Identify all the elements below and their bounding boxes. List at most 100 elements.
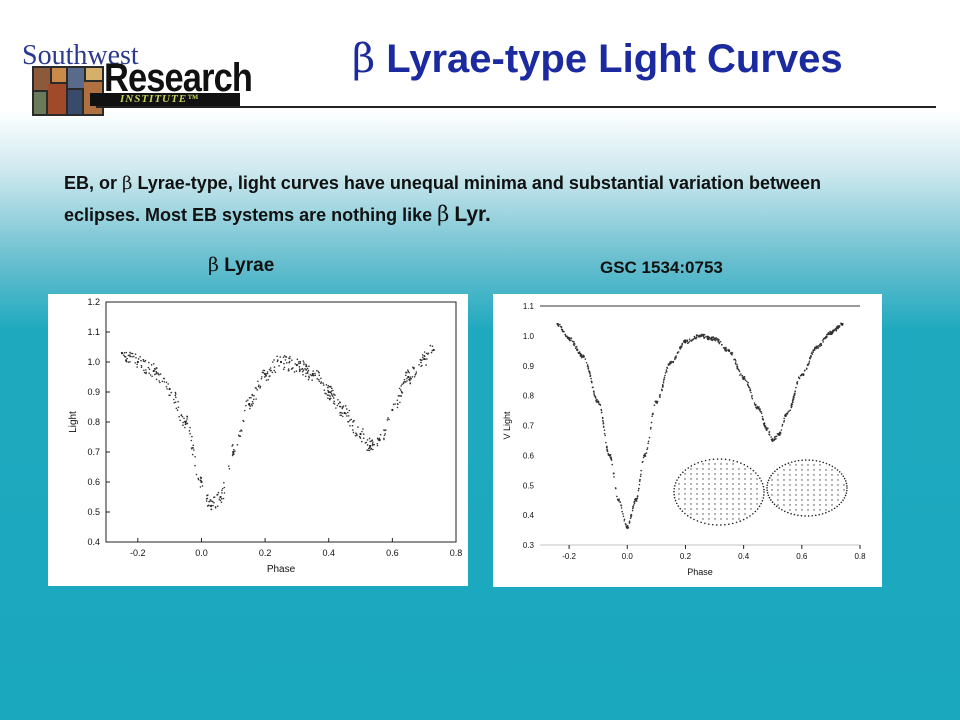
data-point bbox=[223, 492, 226, 494]
data-point bbox=[626, 524, 629, 527]
data-point bbox=[838, 326, 840, 328]
data-point bbox=[421, 356, 424, 359]
star-surface-point bbox=[777, 474, 779, 476]
star-surface-point bbox=[831, 504, 833, 506]
data-point bbox=[654, 400, 657, 403]
data-point bbox=[356, 434, 358, 437]
data-point bbox=[311, 372, 314, 376]
data-point bbox=[618, 500, 620, 502]
data-point bbox=[327, 389, 329, 392]
data-point bbox=[199, 486, 202, 488]
star-surface-point bbox=[783, 469, 785, 471]
data-point bbox=[770, 436, 772, 438]
data-point bbox=[574, 347, 577, 349]
data-point bbox=[561, 330, 564, 333]
data-point bbox=[795, 386, 797, 389]
data-point bbox=[242, 420, 245, 423]
star-surface-point bbox=[750, 488, 752, 490]
primary-star-shape bbox=[673, 458, 765, 526]
star-surface-point bbox=[789, 494, 791, 496]
data-point bbox=[592, 390, 595, 392]
star-surface-point bbox=[797, 514, 799, 517]
data-point bbox=[268, 368, 271, 371]
data-point bbox=[175, 396, 177, 399]
data-point bbox=[637, 489, 640, 492]
data-point bbox=[412, 367, 415, 370]
data-point bbox=[222, 497, 225, 500]
data-point bbox=[623, 518, 626, 521]
star-surface-point bbox=[739, 520, 742, 522]
data-point bbox=[636, 497, 639, 500]
data-point bbox=[131, 356, 133, 358]
data-point bbox=[263, 369, 266, 372]
data-point bbox=[386, 419, 389, 421]
data-point bbox=[329, 395, 331, 397]
data-point bbox=[330, 390, 333, 392]
data-point bbox=[813, 349, 816, 351]
data-point bbox=[647, 440, 650, 443]
data-point bbox=[354, 434, 357, 437]
caption-beta-symbol: β bbox=[208, 254, 219, 276]
data-point bbox=[430, 351, 433, 354]
star-surface-point bbox=[690, 508, 692, 510]
data-point bbox=[426, 358, 428, 360]
data-point bbox=[759, 409, 761, 412]
data-point bbox=[402, 381, 405, 384]
data-point bbox=[125, 351, 128, 354]
data-point bbox=[760, 410, 762, 413]
star-surface-point bbox=[690, 498, 692, 500]
star-surface-point bbox=[750, 493, 752, 495]
data-point bbox=[396, 406, 399, 409]
data-point bbox=[328, 398, 331, 400]
star-surface-point bbox=[696, 520, 699, 522]
data-point bbox=[712, 336, 715, 339]
star-surface-point bbox=[825, 504, 827, 506]
data-point bbox=[819, 345, 821, 347]
data-point bbox=[337, 402, 340, 405]
data-point bbox=[207, 494, 209, 496]
data-point bbox=[295, 363, 299, 367]
star-surface-point bbox=[794, 460, 796, 463]
star-surface-point bbox=[783, 499, 785, 501]
star-surface-point bbox=[708, 478, 710, 480]
data-point bbox=[423, 354, 426, 357]
data-point bbox=[688, 340, 691, 343]
data-point bbox=[364, 442, 367, 444]
star-surface-point bbox=[726, 518, 728, 520]
data-point bbox=[228, 467, 231, 470]
data-point bbox=[602, 421, 605, 423]
data-point bbox=[636, 495, 639, 497]
star-surface-point bbox=[750, 503, 752, 505]
data-point bbox=[750, 391, 752, 394]
data-point bbox=[324, 392, 326, 395]
data-point bbox=[155, 373, 157, 375]
data-point bbox=[250, 396, 252, 399]
data-point bbox=[748, 386, 751, 389]
star-surface-point bbox=[676, 479, 678, 481]
data-point bbox=[418, 363, 420, 366]
data-point bbox=[153, 369, 155, 372]
data-point bbox=[626, 526, 629, 529]
star-surface-point bbox=[738, 498, 740, 500]
data-point bbox=[570, 339, 572, 341]
data-point bbox=[398, 387, 401, 390]
star-surface-point bbox=[801, 484, 803, 486]
y-tick-label: 0.6 bbox=[523, 451, 535, 460]
data-point bbox=[261, 376, 263, 378]
star-surface-point bbox=[732, 478, 734, 480]
star-surface-point bbox=[678, 498, 680, 500]
data-point bbox=[600, 411, 603, 414]
data-point bbox=[835, 329, 838, 332]
star-surface-point bbox=[684, 508, 686, 510]
star-surface-point bbox=[771, 484, 773, 486]
data-point bbox=[262, 372, 265, 374]
data-point bbox=[211, 500, 214, 503]
slide-title: β Lyrae-type Light Curves bbox=[352, 36, 843, 82]
star-surface-point bbox=[807, 509, 809, 511]
data-point bbox=[758, 408, 761, 411]
data-point bbox=[413, 375, 416, 378]
caption-beta-lyrae: β Lyrae bbox=[208, 254, 274, 277]
data-point bbox=[302, 369, 305, 372]
star-surface-point bbox=[738, 493, 740, 495]
star-surface-point bbox=[696, 468, 698, 470]
